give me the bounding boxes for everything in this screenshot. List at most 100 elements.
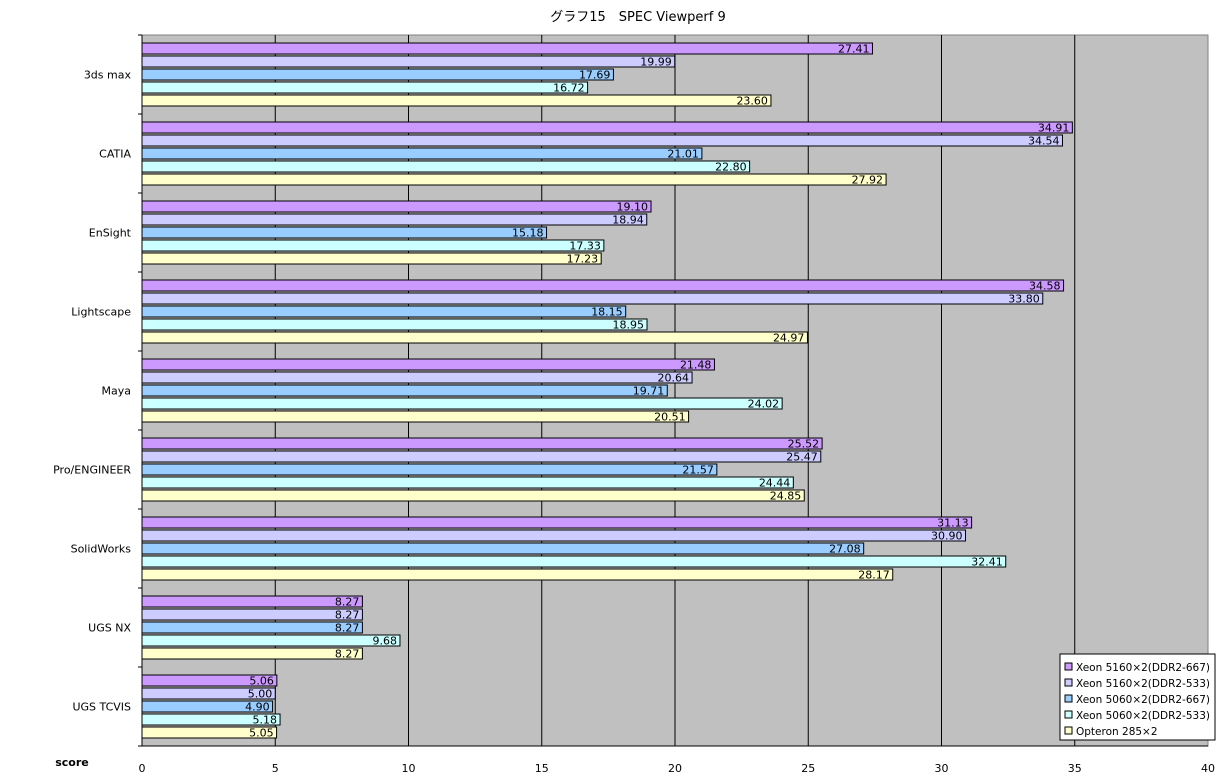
data-label: 24.44 [759, 477, 791, 490]
x-tick-label: 10 [402, 762, 416, 775]
data-label: 30.90 [931, 530, 963, 543]
data-label: 24.97 [773, 332, 805, 345]
bar [141, 81, 589, 94]
legend-swatch [1064, 726, 1073, 735]
data-label: 27.41 [838, 43, 870, 56]
bar [141, 147, 703, 160]
data-label: 5.18 [253, 714, 278, 727]
bar [141, 568, 894, 581]
data-label: 24.02 [748, 398, 780, 411]
data-label: 34.54 [1028, 135, 1060, 148]
legend-swatch [1064, 662, 1073, 671]
data-label: 25.52 [788, 438, 820, 451]
data-label: 20.64 [658, 372, 690, 385]
bar [141, 595, 363, 608]
bar [141, 634, 401, 647]
data-label: 9.68 [372, 635, 397, 648]
legend-entry: Xeon 5160×2(DDR2-667) [1076, 662, 1210, 674]
bar [141, 331, 808, 344]
bar [141, 621, 363, 634]
bar [141, 292, 1044, 305]
bar [141, 647, 363, 660]
data-label: 21.48 [680, 359, 712, 372]
x-tick-label: 25 [801, 762, 815, 775]
data-label: 8.27 [335, 622, 360, 635]
data-label: 20.51 [654, 411, 686, 424]
bar [141, 68, 614, 81]
bar [141, 55, 676, 68]
data-label: 18.95 [613, 319, 645, 332]
bar [141, 213, 648, 226]
bar [141, 555, 1007, 568]
data-label: 17.33 [569, 240, 601, 253]
category-label: SolidWorks [71, 543, 132, 556]
data-label: 5.05 [249, 727, 274, 740]
category-label: EnSight [89, 227, 132, 240]
bar [141, 397, 783, 410]
chart-title: グラフ15 SPEC Viewperf 9 [550, 10, 725, 25]
bar [141, 160, 751, 173]
x-tick-label: 30 [935, 762, 949, 775]
category-label: Pro/ENGINEER [53, 464, 131, 477]
data-label: 19.10 [617, 201, 649, 214]
x-tick-label: 35 [1068, 762, 1082, 775]
x-tick-label: 0 [139, 762, 146, 775]
x-axis-label: score [55, 756, 89, 769]
bar [141, 226, 548, 239]
category-label: 3ds max [84, 69, 132, 82]
data-label: 33.80 [1008, 293, 1040, 306]
data-label: 28.17 [858, 569, 890, 582]
data-label: 5.00 [248, 688, 273, 701]
bar [141, 200, 652, 213]
data-label: 19.71 [633, 385, 665, 398]
bar [141, 410, 690, 423]
category-label: Lightscape [71, 306, 131, 319]
data-label: 17.69 [579, 69, 611, 82]
bar [141, 305, 627, 318]
category-labels: 3ds max CATIA EnSight Lightscape Maya Pro/ENG… [53, 34, 1208, 747]
category-label: UGS TCVIS [72, 701, 131, 714]
category-label: CATIA [99, 148, 131, 161]
data-label: 21.57 [682, 464, 714, 477]
bar [141, 239, 605, 252]
data-label: 34.91 [1038, 122, 1070, 135]
legend-entry: Xeon 5060×2(DDR2-667) [1076, 694, 1210, 706]
data-label: 16.72 [553, 82, 585, 95]
x-tick-labels: 0 5 10 15 20 25 30 35 40 [139, 762, 1216, 775]
legend-box [1059, 653, 1216, 741]
bar [141, 94, 772, 107]
data-label: 18.94 [612, 214, 644, 227]
x-tick-label: 40 [1201, 762, 1215, 775]
x-tick-label: 15 [535, 762, 549, 775]
bar [141, 450, 822, 463]
bar [141, 318, 648, 331]
data-label: 27.92 [852, 174, 884, 187]
bar [141, 608, 363, 621]
bar [141, 173, 887, 186]
category-label: Maya [102, 385, 131, 398]
bar [141, 516, 973, 529]
bar [141, 358, 715, 371]
bar [141, 529, 966, 542]
bar [141, 134, 1063, 147]
data-label: 23.60 [736, 95, 768, 108]
data-label: 24.85 [770, 490, 802, 503]
bar [141, 463, 718, 476]
legend-entry: Xeon 5160×2(DDR2-533) [1076, 678, 1210, 690]
legend: Xeon 5160×2(DDR2-667) Xeon 5160×2(DDR2-53… [1059, 653, 1216, 741]
bar [141, 384, 668, 397]
data-label: 17.23 [567, 253, 599, 266]
data-label: 5.06 [249, 675, 274, 688]
bar [141, 252, 602, 265]
data-label: 34.58 [1029, 280, 1061, 293]
legend-entry: Opteron 285×2 [1076, 726, 1158, 738]
data-label: 4.90 [245, 701, 270, 714]
data-label: 18.15 [591, 306, 623, 319]
data-label: 15.18 [512, 227, 544, 240]
data-label: 19.99 [640, 56, 672, 69]
data-label: 8.27 [335, 648, 360, 661]
bar [141, 371, 693, 384]
bar [141, 121, 1073, 134]
